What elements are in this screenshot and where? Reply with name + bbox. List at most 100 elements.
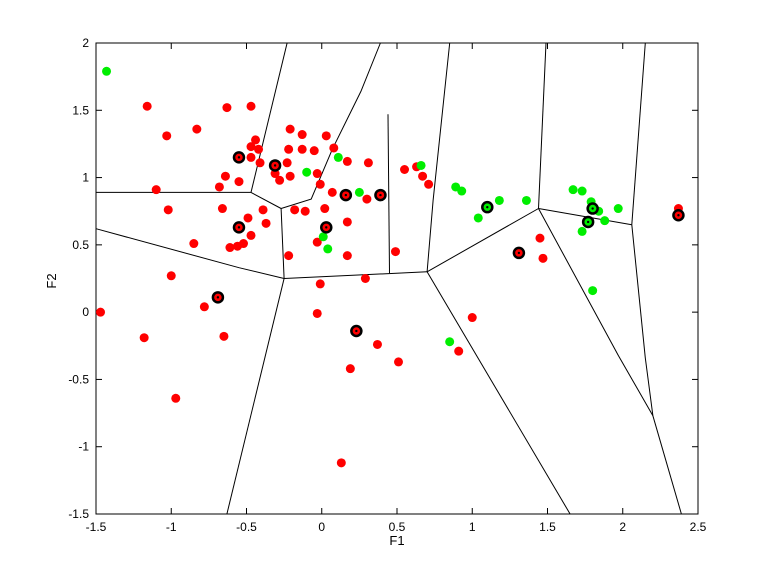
data-point-red <box>336 458 346 468</box>
voronoi-edge <box>426 271 571 515</box>
data-point-red <box>320 204 330 214</box>
data-point-red <box>345 364 355 374</box>
data-point-red <box>214 182 224 192</box>
data-point-red <box>234 177 244 187</box>
data-point-red <box>363 158 373 168</box>
data-point-green <box>457 186 467 196</box>
data-point-red <box>199 302 209 312</box>
data-point-red <box>535 233 545 243</box>
y-tick-label: 2 <box>82 36 89 50</box>
data-point-red <box>225 243 235 253</box>
data-point-red <box>166 271 176 281</box>
prototype-point-center <box>355 329 358 333</box>
voronoi-edge <box>226 278 285 515</box>
x-tick-label: -1.5 <box>86 520 107 534</box>
voronoi-edge <box>538 208 654 417</box>
data-point-green <box>613 204 623 214</box>
axis-box <box>95 42 699 515</box>
data-point-red <box>246 152 256 162</box>
data-point-red <box>275 175 285 185</box>
data-point-red <box>467 313 477 323</box>
data-point-red <box>312 169 322 179</box>
data-point-red <box>315 279 325 289</box>
data-point-red <box>254 144 264 154</box>
data-point-red <box>251 135 261 145</box>
data-point-red <box>315 179 325 189</box>
voronoi-edge <box>387 114 390 274</box>
data-point-red <box>258 205 268 215</box>
data-point-red <box>297 144 307 154</box>
data-point-red <box>300 206 310 216</box>
data-point-green <box>473 213 483 223</box>
data-point-green <box>600 216 610 226</box>
data-point-red <box>394 357 404 367</box>
data-point-red <box>342 251 352 261</box>
prototype-point-center <box>325 226 328 229</box>
prototype-point-center <box>586 220 590 224</box>
data-point-green <box>521 195 531 205</box>
data-point-red <box>171 393 181 403</box>
data-point-green <box>445 337 455 347</box>
prototype-point-center <box>677 214 680 217</box>
y-tick-label: 0.5 <box>72 238 89 252</box>
data-point-red <box>390 247 400 257</box>
y-tick-label: -0.5 <box>68 372 89 386</box>
x-tick-label: 2 <box>619 520 626 534</box>
x-tick-label: -1 <box>166 520 177 534</box>
data-point-red <box>329 143 339 153</box>
x-tick-label: 1.5 <box>539 520 556 534</box>
data-point-red <box>220 171 230 181</box>
data-point-red <box>454 346 464 356</box>
data-point-green <box>416 160 426 170</box>
voronoi-edge <box>284 271 428 279</box>
x-tick-label: 0.5 <box>389 520 406 534</box>
x-tick-label: 0 <box>318 520 325 534</box>
data-point-red <box>285 124 295 134</box>
data-point-green <box>318 232 328 242</box>
data-point-red <box>96 307 106 317</box>
voronoi-edge <box>280 42 381 209</box>
voronoi-edge <box>426 42 451 272</box>
data-point-red <box>217 204 227 214</box>
data-point-red <box>284 144 294 154</box>
prototype-point-center <box>486 205 489 209</box>
data-point-red <box>139 333 149 343</box>
data-point-green <box>333 152 343 162</box>
data-point-red <box>342 156 352 166</box>
x-tick-label: 2.5 <box>690 520 707 534</box>
y-tick-label: 1.5 <box>72 103 89 117</box>
y-tick-label: 1 <box>82 171 89 185</box>
data-point-red <box>360 274 370 283</box>
prototype-point-center <box>379 193 382 197</box>
x-tick-label: 1 <box>469 520 476 534</box>
voronoi-edge <box>250 42 288 193</box>
data-point-red <box>290 205 300 215</box>
y-tick-label: -1 <box>78 440 89 454</box>
data-point-red <box>424 179 434 189</box>
x-axis-label: F1 <box>389 533 404 548</box>
data-point-red <box>238 239 248 249</box>
prototype-point-center <box>344 193 348 197</box>
data-point-red <box>151 185 161 195</box>
data-point-red <box>246 230 256 240</box>
data-point-red <box>189 239 199 249</box>
data-point-red <box>246 142 256 152</box>
prototype-point-center <box>591 207 594 210</box>
voronoi-edge <box>280 208 285 279</box>
x-tick-label: -0.5 <box>236 520 257 534</box>
data-point-red <box>400 164 410 174</box>
prototype-point-center <box>237 226 241 229</box>
data-point-red <box>222 103 232 113</box>
data-point-red <box>342 217 352 227</box>
prototype-point-center <box>273 164 277 167</box>
prototype-point-center <box>517 251 521 255</box>
data-point-green <box>494 195 504 205</box>
data-point-red <box>312 308 322 318</box>
data-point-red <box>372 339 382 349</box>
data-point-red <box>246 101 256 111</box>
data-point-red <box>219 331 229 341</box>
data-point-red <box>327 187 337 197</box>
voronoi-edge <box>538 42 547 209</box>
